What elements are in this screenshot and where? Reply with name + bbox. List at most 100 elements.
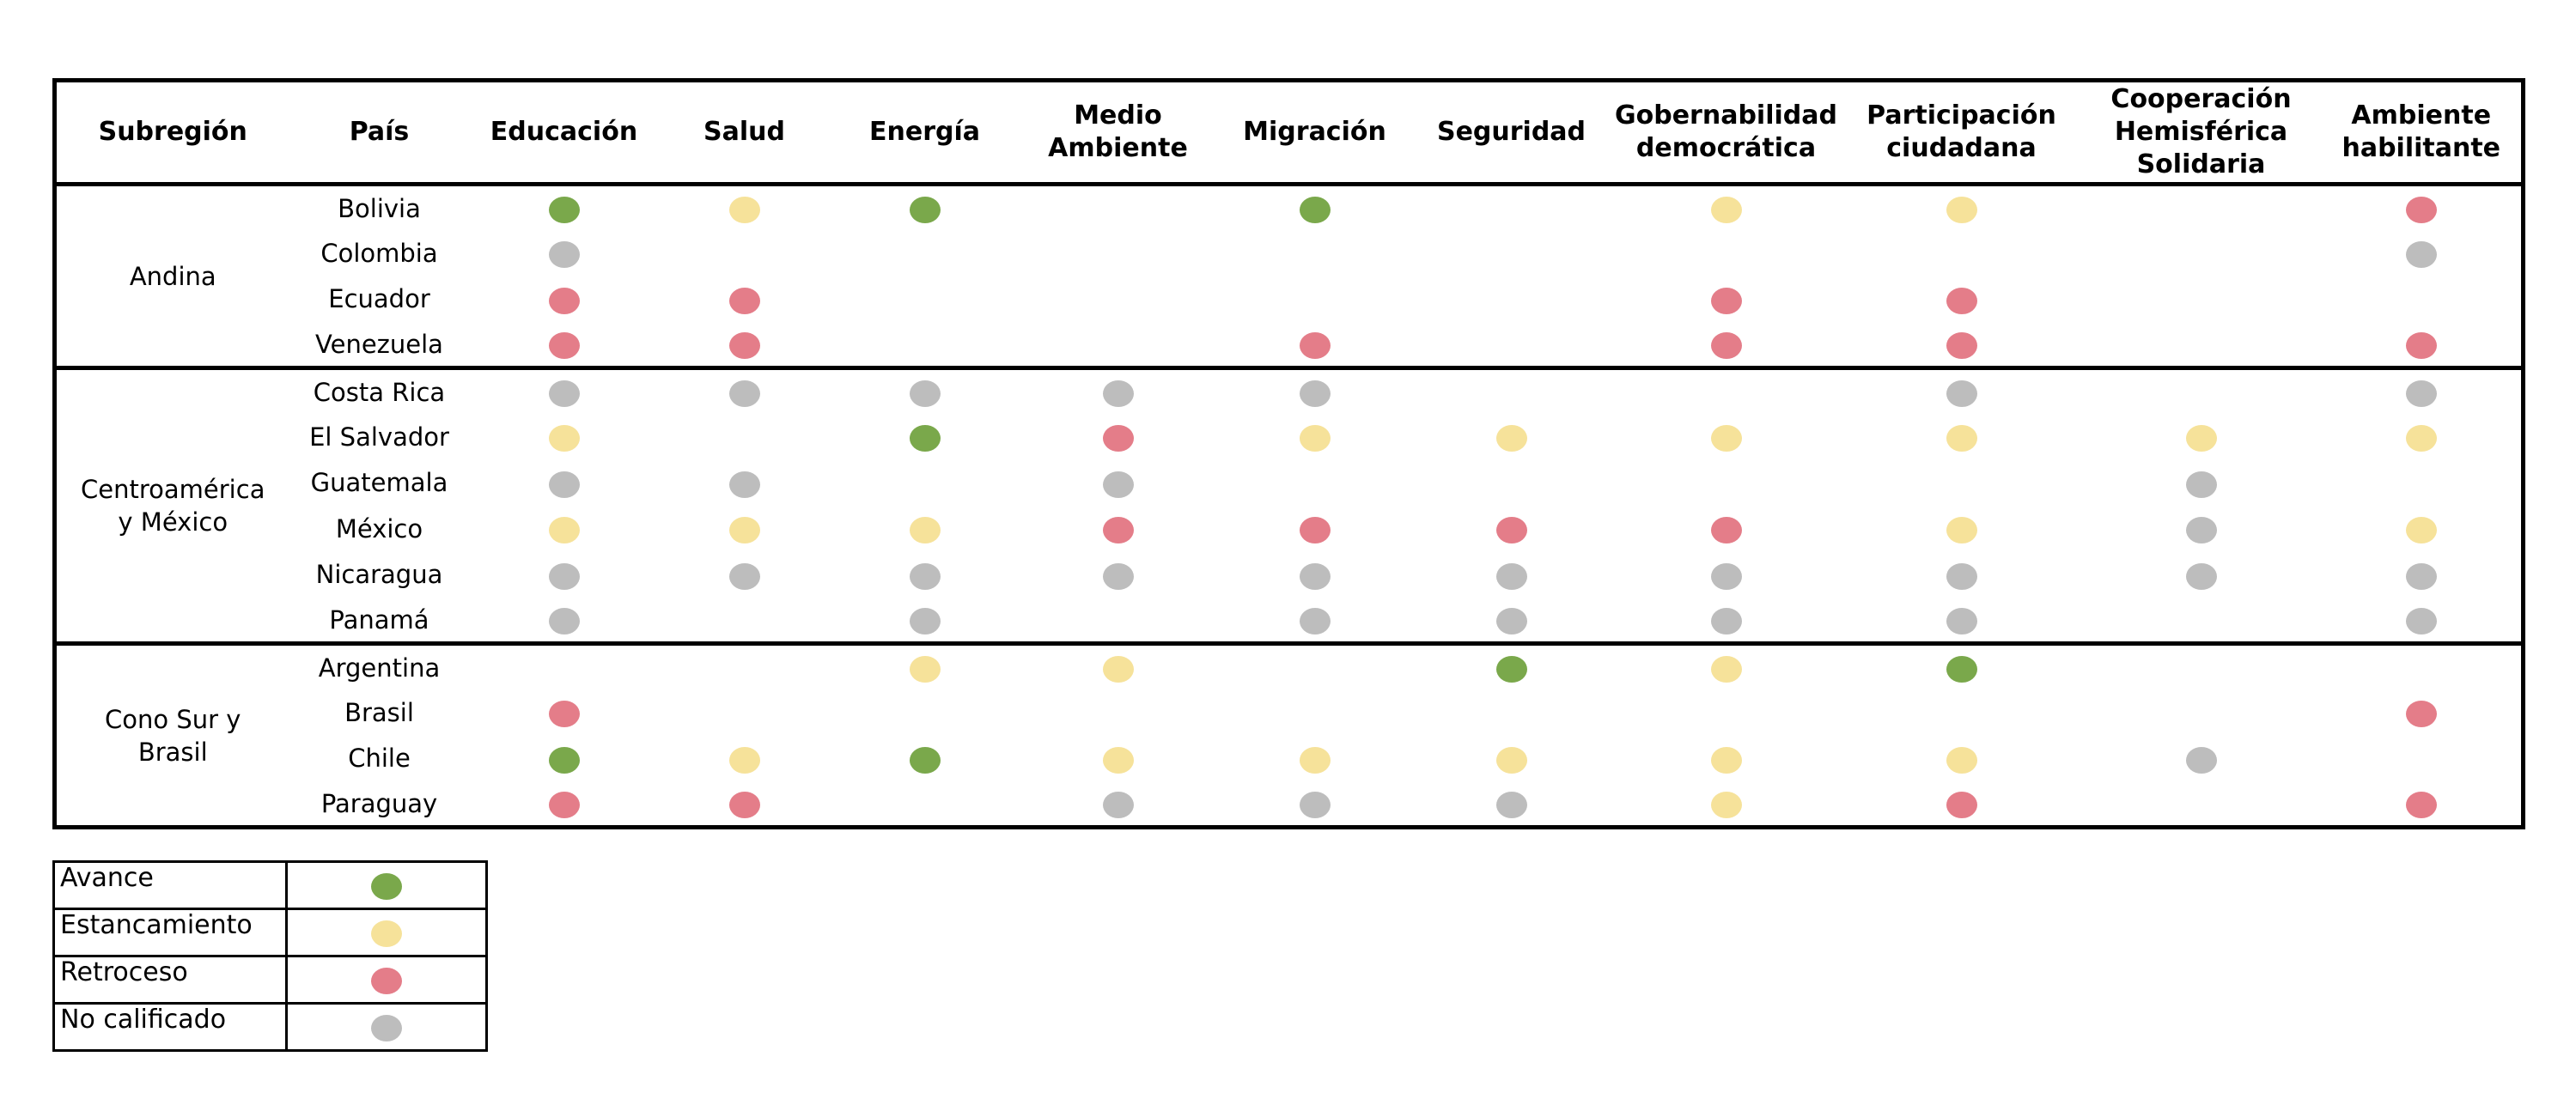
rating-cell <box>2322 230 2524 276</box>
rating-cell <box>1020 781 1217 828</box>
no-calificado-dot <box>1495 791 1527 818</box>
retroceso-dot <box>2405 331 2437 359</box>
retroceso-dot <box>548 331 580 359</box>
rating-cell <box>470 230 659 276</box>
rating-cell <box>1217 644 1413 690</box>
retroceso-dot <box>728 791 760 818</box>
rating-cell <box>1413 736 1611 782</box>
rating-cell <box>1413 781 1611 828</box>
rating-cell <box>1020 414 1217 460</box>
rating-cell <box>831 414 1020 460</box>
no-calificado-dot <box>2405 241 2437 268</box>
rating-cell <box>1413 598 1611 644</box>
estancamiento-dot <box>1102 746 1134 774</box>
country-cell: Venezuela <box>315 329 443 359</box>
table-row: Cono Sur y Brasil Argentina <box>55 644 2524 767</box>
rating-cell <box>470 322 659 368</box>
subregion-group: Cono Sur y Brasil Argentina Brasil Chile Para… <box>54 643 2524 828</box>
estancamiento-dot <box>1710 655 1742 683</box>
rating-cell <box>470 552 659 598</box>
rating-cell <box>1842 185 2081 231</box>
table-row: Centroamérica y México Costa Rica <box>55 368 2524 537</box>
retroceso-dot <box>1299 517 1331 543</box>
retroceso-dot <box>1102 425 1134 452</box>
rating-cell <box>2322 506 2524 552</box>
rating-cell <box>1020 230 1217 276</box>
no-calificado-dot <box>1946 380 1977 407</box>
legend-swatch-cell <box>285 1002 488 1052</box>
country-cell: Ecuador <box>328 284 430 314</box>
estancamiento-dot <box>2405 425 2437 452</box>
column-header: Gobernabilidad democrática <box>1615 100 1837 163</box>
table-header: Subregión País Educación Salud Energía Medio A… <box>54 81 2524 185</box>
no-calificado-dot <box>1710 562 1742 590</box>
estancamiento-dot <box>1946 746 1977 774</box>
retroceso-dot <box>2405 196 2437 223</box>
legend-swatch <box>371 967 402 994</box>
rating-cell <box>1020 460 1217 507</box>
no-calificado-dot <box>2185 746 2217 774</box>
estancamiento-dot <box>1710 196 1742 223</box>
no-calificado-dot <box>728 471 760 498</box>
column-header: Medio Ambiente <box>1048 100 1188 163</box>
legend-label: No calificado <box>52 1002 288 1052</box>
rating-cell <box>2081 368 2322 415</box>
no-calificado-dot <box>1710 607 1742 635</box>
rating-cell <box>1020 644 1217 690</box>
rating-cell <box>1611 552 1842 598</box>
rating-cell <box>659 185 831 231</box>
retroceso-dot <box>1710 331 1742 359</box>
rating-cell <box>2081 781 2322 828</box>
rating-cell <box>1842 414 2081 460</box>
estancamiento-dot <box>1710 425 1742 452</box>
no-calificado-dot <box>548 471 580 498</box>
rating-cell <box>831 322 1020 368</box>
avance-dot <box>548 746 580 774</box>
rating-cell <box>1611 506 1842 552</box>
no-calificado-dot <box>1102 471 1134 498</box>
country-cell: Bolivia <box>338 193 421 223</box>
rating-cell <box>1020 689 1217 736</box>
retroceso-dot <box>1299 331 1331 359</box>
avance-dot <box>1299 196 1331 223</box>
rating-cell <box>1217 736 1413 782</box>
rating-cell <box>1413 322 1611 368</box>
no-calificado-dot <box>909 607 941 635</box>
no-calificado-dot <box>1102 380 1134 407</box>
rating-cell <box>831 368 1020 415</box>
rating-cell <box>1842 276 2081 323</box>
no-calificado-dot <box>2405 380 2437 407</box>
estancamiento-dot <box>728 746 760 774</box>
rating-cell <box>1842 460 2081 507</box>
column-header: Educación <box>490 117 638 147</box>
rating-cell <box>831 276 1020 323</box>
rating-cell <box>831 185 1020 231</box>
rating-cell <box>659 368 831 415</box>
rating-cell <box>831 506 1020 552</box>
rating-cell <box>1020 598 1217 644</box>
rating-cell <box>831 736 1020 782</box>
column-header: Migración <box>1243 117 1386 147</box>
table-row: Panamá <box>55 598 2524 644</box>
table-row: Andina Bolivia <box>55 185 2524 291</box>
table-row: Nicaragua <box>55 552 2524 598</box>
no-calificado-dot <box>1102 791 1134 818</box>
estancamiento-dot <box>728 196 760 223</box>
rating-cell <box>1611 230 1842 276</box>
rating-cell <box>1842 644 2081 690</box>
no-calificado-dot <box>1495 562 1527 590</box>
rating-cell <box>831 552 1020 598</box>
rating-cell <box>470 414 659 460</box>
rating-cell <box>1413 368 1611 415</box>
legend-label: Retroceso <box>52 955 288 1005</box>
rating-cell <box>1611 185 1842 231</box>
rating-cell <box>831 644 1020 690</box>
avance-dot <box>909 196 941 223</box>
rating-cell <box>470 644 659 690</box>
rating-cell <box>1842 506 2081 552</box>
rating-cell <box>659 322 831 368</box>
country-cell: Paraguay <box>320 788 438 818</box>
avance-dot <box>909 746 941 774</box>
rating-cell <box>659 781 831 828</box>
subregion-group: Andina Bolivia Colombia Ecuador Venezuela <box>54 184 2524 368</box>
